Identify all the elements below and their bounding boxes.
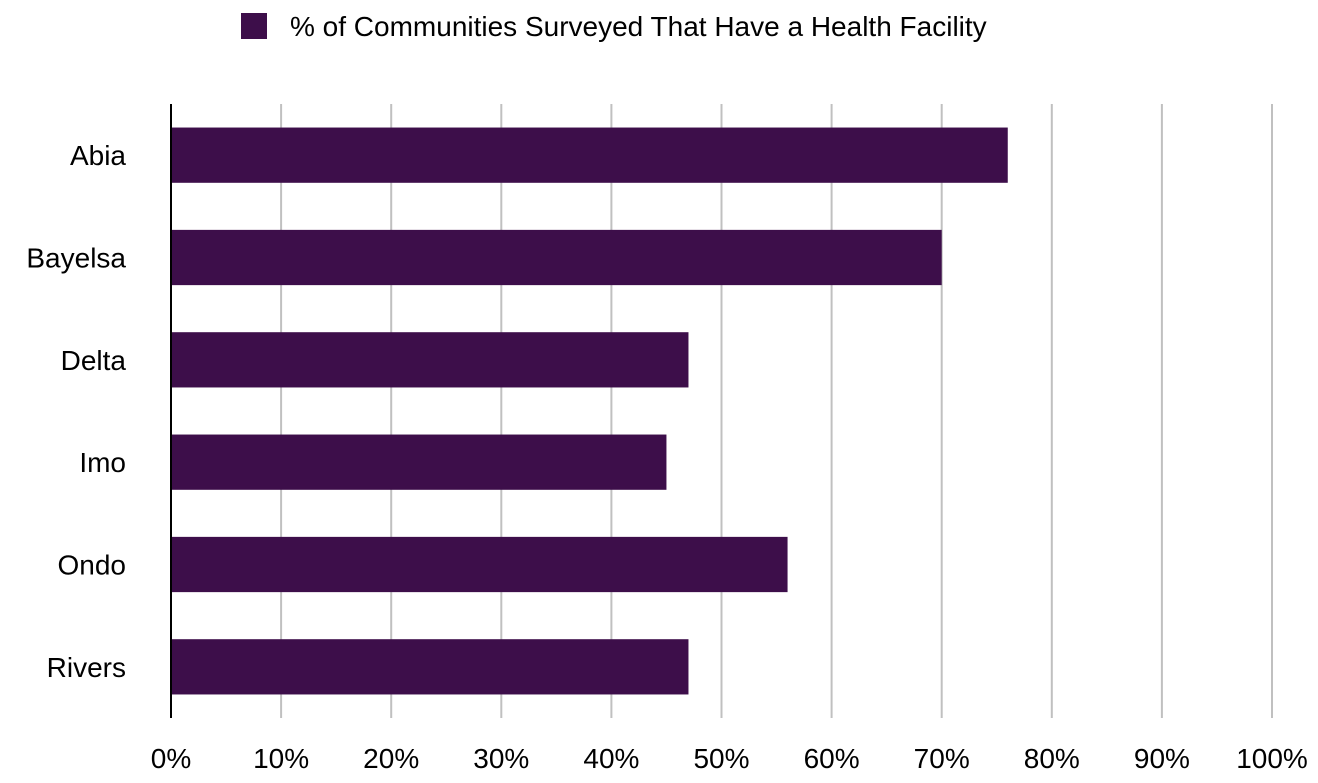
gridlines [280,104,1273,718]
x-tick-label: 0% [151,743,191,774]
bar [171,434,667,490]
x-tick-label: 80% [1024,743,1080,774]
category-label: Bayelsa [26,243,126,274]
bar [171,229,942,286]
x-tick-label: 20% [363,743,419,774]
legend-swatch [241,13,267,39]
x-tick-label: 70% [914,743,970,774]
x-tick-label: 10% [253,743,309,774]
x-tick-label: 100% [1236,743,1308,774]
bar [171,332,689,388]
category-label: Delta [61,345,127,376]
bars [171,127,1008,695]
category-labels: Abia Bayelsa Delta Imo Ondo Rivers [26,140,126,683]
legend: % of Communities Surveyed That Have a He… [241,11,987,42]
x-tick-label: 50% [693,743,749,774]
x-tick-labels: 0% 10% 20% 30% 40% 50% 60% 70% 80% 90% 100% [151,743,1308,774]
x-tick-label: 30% [473,743,529,774]
category-label: Rivers [47,652,126,683]
bar [171,536,788,593]
x-tick-label: 90% [1134,743,1190,774]
x-tick-label: 40% [583,743,639,774]
bar [171,127,1008,183]
legend-label: % of Communities Surveyed That Have a He… [290,11,987,42]
category-label: Imo [79,447,126,478]
category-label: Abia [70,140,126,171]
x-tick-label: 60% [804,743,860,774]
bar [171,639,689,695]
category-label: Ondo [58,550,127,581]
